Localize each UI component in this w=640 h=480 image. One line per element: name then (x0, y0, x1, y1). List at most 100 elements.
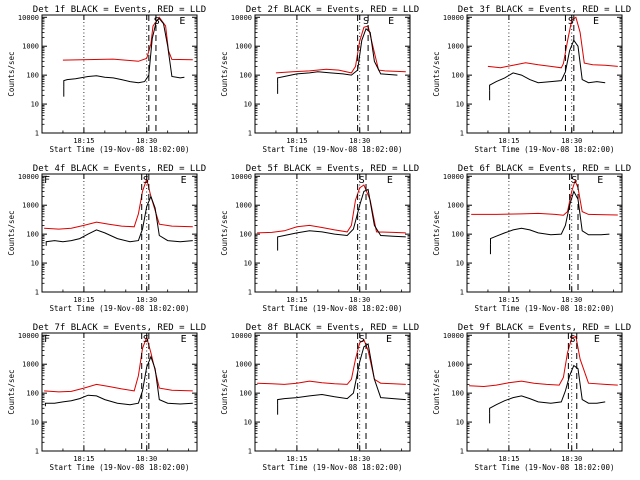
y-tick-label: 1000 (447, 43, 464, 51)
marker-label-end: E (179, 16, 185, 27)
y-tick-label: 100 (239, 390, 252, 398)
marker-label-peak: S (570, 334, 576, 345)
series-line-events (44, 355, 193, 407)
y-tick-label: 1000 (235, 361, 252, 369)
plot-frame (466, 332, 623, 452)
marker-label-end: E (388, 16, 394, 27)
x-axis-label: Start Time (19-Nov-08 18:02:00) (475, 304, 615, 313)
marker-label-end: E (181, 334, 187, 345)
plot-frame (254, 332, 411, 452)
x-tick-label: 18:15 (286, 455, 307, 463)
y-tick-label: 100 (26, 72, 39, 80)
series-line-events (490, 190, 610, 245)
y-tick-label: 100 (26, 231, 39, 239)
y-axis-label: Counts/sec (220, 369, 229, 414)
plot-frame (466, 173, 623, 293)
plot-frame (41, 14, 198, 134)
y-tick-label: 10000 (18, 14, 39, 22)
marker-label-peak: S (568, 16, 574, 27)
y-tick-label: 10 (244, 419, 252, 427)
series-group (469, 335, 618, 414)
marker-label-peak: S (363, 16, 369, 27)
y-tick-label: 100 (451, 390, 464, 398)
y-tick-label: 10000 (18, 332, 39, 340)
x-tick-label: 18:30 (349, 137, 370, 145)
series-line-events (489, 364, 606, 414)
x-tick-label: 18:15 (498, 455, 519, 463)
series-line-events (277, 27, 398, 84)
marker-label-peak: S (359, 334, 365, 345)
y-tick-label: 1 (35, 448, 39, 456)
y-tick-label: 1000 (235, 43, 252, 51)
y-axis-label: Counts/sec (432, 210, 441, 255)
series-line-events (63, 17, 185, 87)
marker-label-peak: S (154, 16, 160, 27)
marker-label-peak: S (359, 175, 365, 186)
series-line-lld (62, 16, 193, 62)
series-line-lld (471, 179, 618, 216)
y-tick-label: 10 (244, 260, 252, 268)
y-tick-label: 100 (239, 72, 252, 80)
marker-label-end: E (386, 334, 392, 345)
y-axis-label: Counts/sec (7, 51, 16, 96)
y-tick-label: 1000 (235, 202, 252, 210)
plot-frame (254, 173, 411, 293)
y-tick-label: 10 (31, 419, 39, 427)
y-axis-label: Counts/sec (7, 210, 16, 255)
marker-label-start: F (44, 175, 50, 186)
y-tick-label: 1000 (22, 361, 39, 369)
x-tick-label: 18:15 (286, 137, 307, 145)
y-tick-label: 1 (248, 448, 252, 456)
panel-title: Det 5f BLACK = Events, RED = LLD (246, 164, 419, 174)
series-group (44, 335, 193, 407)
x-tick-label: 18:30 (136, 137, 157, 145)
x-tick-label: 18:15 (73, 137, 94, 145)
panel-title: Det 8f BLACK = Events, RED = LLD (246, 323, 419, 333)
series-line-lld (487, 16, 618, 69)
y-tick-label: 10 (31, 101, 39, 109)
y-tick-label: 10000 (443, 173, 464, 181)
x-axis-label: Start Time (19-Nov-08 18:02:00) (263, 145, 403, 154)
marker-label-end: E (594, 334, 600, 345)
series-line-lld (44, 177, 193, 230)
series-line-lld (44, 335, 193, 393)
y-tick-label: 10 (456, 101, 464, 109)
marker-label-peak: S (571, 175, 577, 186)
series-line-lld (469, 335, 618, 388)
x-axis-label: Start Time (19-Nov-08 18:02:00) (50, 304, 190, 313)
series-line-events (277, 343, 406, 405)
y-tick-label: 10 (456, 419, 464, 427)
marker-label-end: E (181, 175, 187, 186)
x-tick-label: 18:30 (349, 296, 370, 304)
y-tick-label: 1 (35, 130, 39, 138)
y-axis-label: Counts/sec (7, 369, 16, 414)
x-tick-label: 18:15 (73, 296, 94, 304)
series-line-lld (275, 25, 406, 74)
x-tick-label: 18:15 (498, 137, 519, 145)
panel-title: Det 1f BLACK = Events, RED = LLD (33, 5, 206, 15)
panel-title: Det 6f BLACK = Events, RED = LLD (458, 164, 631, 174)
y-tick-label: 1 (248, 289, 252, 297)
y-tick-label: 100 (26, 390, 39, 398)
x-axis-label: Start Time (19-Nov-08 18:02:00) (263, 304, 403, 313)
series-line-events (45, 195, 193, 246)
y-tick-label: 1 (460, 130, 464, 138)
series-line-events (277, 188, 406, 241)
marker-label-peak: S (143, 175, 149, 186)
y-tick-label: 1 (460, 448, 464, 456)
series-line-lld (257, 184, 406, 234)
y-tick-label: 1 (248, 130, 252, 138)
series-group (44, 177, 193, 246)
y-axis-label: Counts/sec (220, 210, 229, 255)
x-tick-label: 18:30 (136, 296, 157, 304)
series-group (257, 184, 406, 241)
series-group (487, 16, 618, 91)
marker-label-end: E (597, 175, 603, 186)
y-tick-label: 10000 (231, 14, 252, 22)
